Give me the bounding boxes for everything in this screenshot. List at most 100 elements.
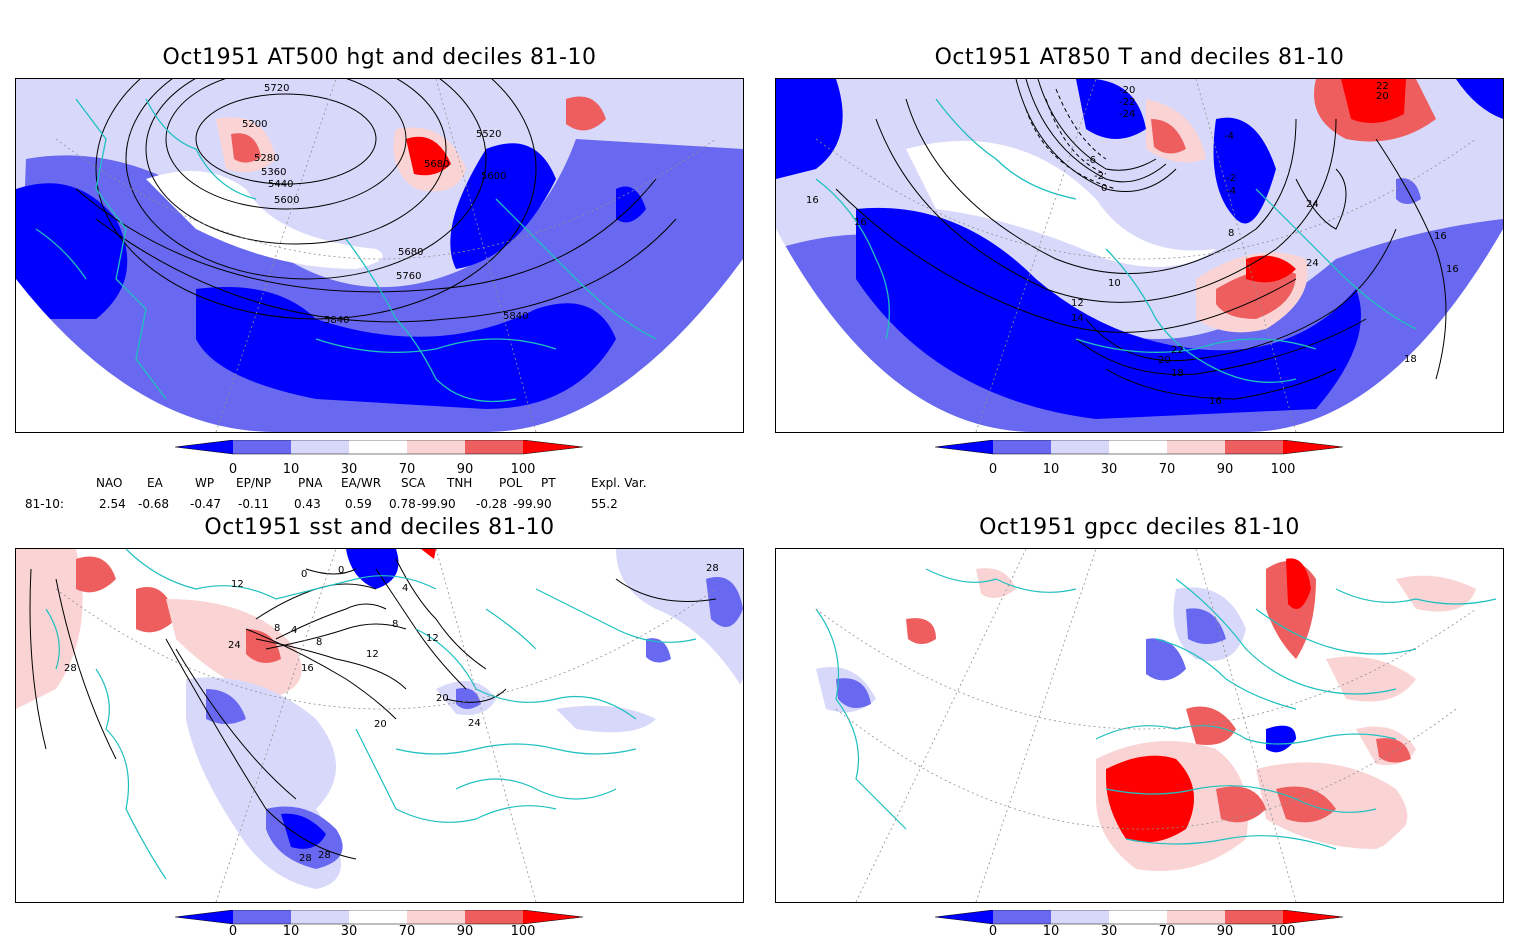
- contour-label: 0: [301, 569, 307, 580]
- colorbar-swatch: [1109, 440, 1167, 454]
- contour-label: 22: [1171, 345, 1184, 356]
- map-panel-gpcc: [775, 548, 1504, 903]
- index-value: 0.59: [345, 497, 372, 511]
- colorbar-swatch: [233, 910, 291, 924]
- contour-label: 0: [1101, 183, 1107, 194]
- colorbar-swatch: [993, 440, 1051, 454]
- contour-label: -4: [1224, 131, 1234, 142]
- contour-label: 18: [1404, 354, 1417, 365]
- contour-label: 16: [854, 217, 867, 228]
- contour-label: 4: [402, 583, 408, 594]
- contour-label: 20: [374, 719, 387, 730]
- colorbar-swatch: [1225, 440, 1283, 454]
- index-value: -0.68: [138, 497, 170, 511]
- index-value: -0.11: [238, 497, 270, 511]
- colorbar-swatch: [1109, 910, 1167, 924]
- index-header: PT: [541, 476, 556, 490]
- contour-label: 8: [392, 619, 398, 630]
- colorbar-label: 10: [282, 462, 300, 477]
- colorbar-swatch: [1051, 910, 1109, 924]
- colorbar-swatch: [349, 440, 407, 454]
- index-value: 0.78: [389, 497, 416, 511]
- colorbar-swatch: [291, 910, 349, 924]
- contour-label: -2: [1094, 171, 1104, 182]
- colorbar-swatch: [523, 910, 583, 924]
- contour-label: 5840: [324, 315, 349, 326]
- contour-label: 5600: [274, 195, 299, 206]
- colorbar-swatch: [465, 910, 523, 924]
- map-panel-t850: -20 -22 -24 -4 -6 -2 0 -2 -4 24 8 10 12 …: [775, 78, 1504, 433]
- index-value: -0.47: [190, 497, 222, 511]
- colorbar-swatch: [1167, 910, 1225, 924]
- colorbar-label: 90: [1216, 924, 1234, 939]
- colorbar-top-left: 0 10 30 70 90 100: [174, 439, 585, 480]
- colorbar-swatch: [465, 440, 523, 454]
- contour-label: 28: [318, 850, 331, 861]
- contour-label: 0: [338, 565, 344, 576]
- index-value: 55.2: [591, 497, 618, 511]
- colorbar-swatch: [1225, 910, 1283, 924]
- colorbar-swatch: [1051, 440, 1109, 454]
- colorbar-swatch: [935, 440, 993, 454]
- colorbar-label: 10: [1042, 924, 1060, 939]
- contour-label: 16: [1446, 264, 1459, 275]
- colorbar-swatch: [349, 910, 407, 924]
- index-value: 2.54: [99, 497, 126, 511]
- contour-label: 5520: [476, 129, 501, 140]
- colorbar-label: 90: [456, 462, 474, 477]
- colorbar-label: 90: [1216, 462, 1234, 477]
- contour-label: -24: [1119, 109, 1135, 120]
- colorbar-bottom-right: 0 10 30 70 90 100: [934, 909, 1345, 940]
- contour-label: 5680: [424, 159, 449, 170]
- colorbar-swatch: [1167, 440, 1225, 454]
- contour-label: -22: [1119, 97, 1135, 108]
- colorbar-swatch: [291, 440, 349, 454]
- contour-label: 5200: [242, 119, 267, 130]
- colorbar-swatch: [233, 440, 291, 454]
- index-header: EA/WR: [341, 476, 382, 490]
- colorbar-label: 100: [510, 924, 536, 939]
- index-header: PNA: [298, 476, 323, 490]
- colorbar-swatch: [1283, 910, 1343, 924]
- colorbar-swatch: [407, 910, 465, 924]
- contour-label: -6: [1086, 155, 1096, 166]
- index-header: NAO: [96, 476, 123, 490]
- panel1-title: Oct1951 AT500 hgt and deciles 81-10: [162, 45, 597, 70]
- colorbar-top-right: 0 10 30 70 90 100: [934, 439, 1345, 480]
- contour-label: 20: [1376, 91, 1389, 102]
- contour-label: 12: [426, 633, 439, 644]
- contour-label: -4: [1226, 186, 1236, 197]
- index-header: SCA: [401, 476, 426, 490]
- map-panel-sst: 28 12 8 4 0 8 12 16 20 24 24 20 28 28 28…: [15, 548, 744, 903]
- index-header: EP/NP: [236, 476, 272, 490]
- colorbar-bottom-left: 0 10 30 70 90 100: [174, 909, 585, 940]
- contour-label: 24: [1306, 199, 1319, 210]
- colorbar-label: 30: [340, 462, 358, 477]
- colorbar-swatch: [523, 440, 583, 454]
- index-header: EA: [147, 476, 163, 490]
- contour-label: 5440: [268, 179, 293, 190]
- contour-label: 22: [1376, 81, 1389, 92]
- contour-label: 16: [301, 663, 314, 674]
- contour-label: 24: [228, 640, 241, 651]
- colorbar-label: 30: [1100, 924, 1118, 939]
- contour-label: 12: [366, 649, 379, 660]
- index-header: POL: [499, 476, 523, 490]
- contour-label: 5720: [264, 83, 289, 94]
- colorbar-label: 0: [988, 462, 998, 477]
- colorbar-swatch: [407, 440, 465, 454]
- contour-label: 28: [64, 663, 77, 674]
- colorbar-label: 10: [282, 924, 300, 939]
- colorbar-swatch: [175, 440, 233, 454]
- colorbar-label: 70: [398, 924, 416, 939]
- contour-label: 20: [1158, 355, 1171, 366]
- colorbar-label: 100: [1270, 462, 1296, 477]
- contour-label: 28: [706, 563, 719, 574]
- colorbar-label: 0: [228, 462, 238, 477]
- panel3-title: Oct1951 sst and deciles 81-10: [204, 515, 555, 540]
- colorbar-swatch: [993, 910, 1051, 924]
- contour-label: 16: [1209, 396, 1222, 407]
- colorbar-swatch: [1283, 440, 1343, 454]
- contour-label: -2: [1226, 173, 1236, 184]
- index-value: -0.28: [476, 497, 508, 511]
